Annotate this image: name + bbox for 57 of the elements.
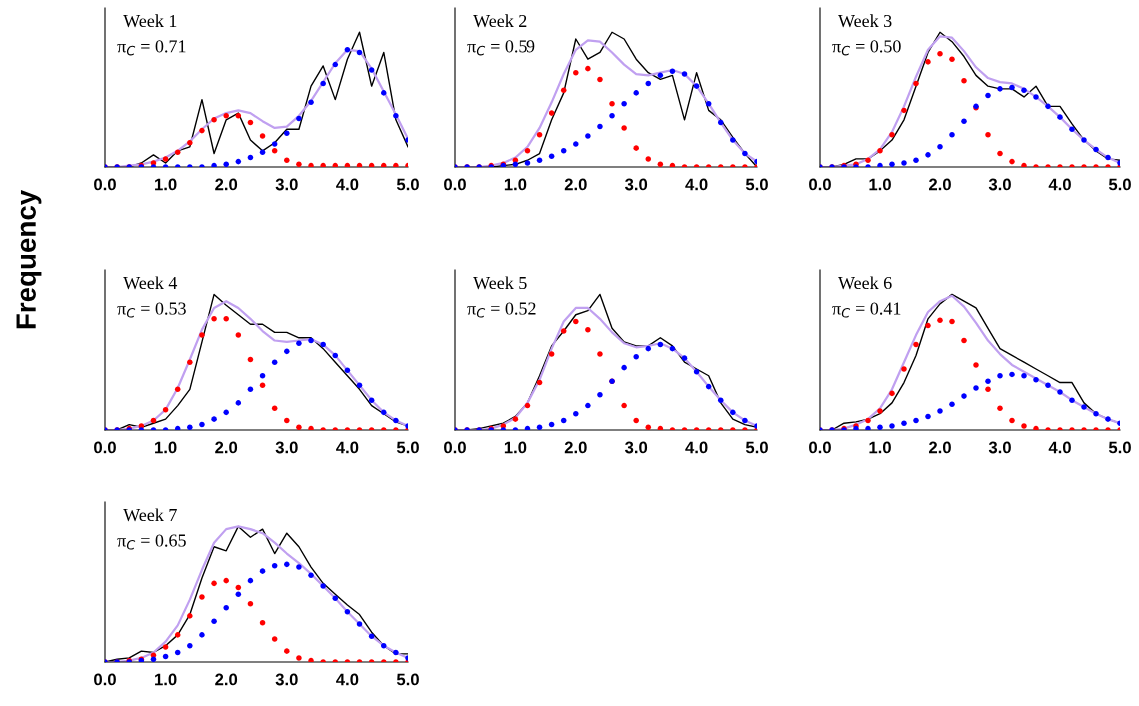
x-tick-label: 1.0 xyxy=(504,441,527,454)
x-tick-label: 3.0 xyxy=(275,178,298,191)
x-tick-label: 4.0 xyxy=(685,441,708,454)
x-tick-label: 2.0 xyxy=(564,178,587,191)
x-tick-label: 3.0 xyxy=(275,673,298,686)
annotation: π$_{C}$ = 0.50 xyxy=(832,40,901,56)
annotation: π$_{C}$ = 0.71 xyxy=(117,40,186,56)
annotation: π$_{C}$ = 0.52 xyxy=(467,302,536,318)
x-tick-label: 0.0 xyxy=(444,178,466,191)
x-tick-label: 0.0 xyxy=(94,441,116,454)
x-tick-label: 4.0 xyxy=(685,178,708,191)
x-tick-label: 5.0 xyxy=(745,178,768,191)
x-tick-label: 5.0 xyxy=(1108,441,1131,454)
chart-title: Week 2 xyxy=(473,14,527,28)
x-tick-label: 2.0 xyxy=(928,441,951,454)
x-tick-label: 5.0 xyxy=(1108,178,1131,191)
x-tick-label: 4.0 xyxy=(336,178,359,191)
x-tick-label: 5.0 xyxy=(396,441,419,454)
x-tick-label: 4.0 xyxy=(1048,441,1071,454)
x-tick-label: 1.0 xyxy=(155,673,177,686)
x-tick-label: 2.0 xyxy=(215,673,238,686)
x-tick-label: 5.0 xyxy=(396,673,419,686)
x-tick-label: 0.0 xyxy=(809,178,831,191)
x-tick-label: 5.0 xyxy=(745,441,768,454)
chart-title: Week 6 xyxy=(838,276,892,290)
annotation: π$_{C}$ = 0.41 xyxy=(832,302,901,318)
x-tick-label: 0.0 xyxy=(94,178,116,191)
x-tick-label: 2.0 xyxy=(215,441,238,454)
chart-title: Week 3 xyxy=(838,14,892,28)
annotation: π$_{C}$ = 0.59 xyxy=(467,40,535,56)
chart-title: Week 1 xyxy=(123,14,177,28)
x-tick-label: 2.0 xyxy=(928,178,951,191)
x-tick-label: 1.0 xyxy=(155,441,177,454)
x-tick-label: 0.0 xyxy=(94,673,116,686)
x-tick-label: 3.0 xyxy=(275,441,298,454)
x-tick-label: 5.0 xyxy=(396,178,419,191)
x-tick-label: 4.0 xyxy=(1048,178,1071,191)
x-tick-label: 3.0 xyxy=(625,441,648,454)
annotation: π$_{C}$ = 0.65 xyxy=(117,534,186,550)
chart-title: Week 7 xyxy=(123,508,177,522)
x-tick-label: 3.0 xyxy=(988,441,1011,454)
x-tick-label: 2.0 xyxy=(215,178,238,191)
x-tick-label: 1.0 xyxy=(869,178,891,191)
x-tick-label: 1.0 xyxy=(504,178,527,191)
x-tick-label: 3.0 xyxy=(988,178,1011,191)
x-tick-label: 0.0 xyxy=(444,441,466,454)
chart-title: Week 4 xyxy=(123,276,178,290)
x-tick-label: 1.0 xyxy=(869,441,891,454)
x-tick-label: 3.0 xyxy=(625,178,648,191)
x-tick-label: 0.0 xyxy=(809,441,831,454)
x-tick-label: 4.0 xyxy=(336,441,359,454)
chart-title: Week 5 xyxy=(473,276,527,290)
annotation: π$_{C}$ = 0.53 xyxy=(117,302,186,318)
x-tick-label: 1.0 xyxy=(155,178,177,191)
x-tick-label: 4.0 xyxy=(336,673,359,686)
x-tick-label: 2.0 xyxy=(564,441,587,454)
y-axis-title: Frequency xyxy=(16,189,42,329)
